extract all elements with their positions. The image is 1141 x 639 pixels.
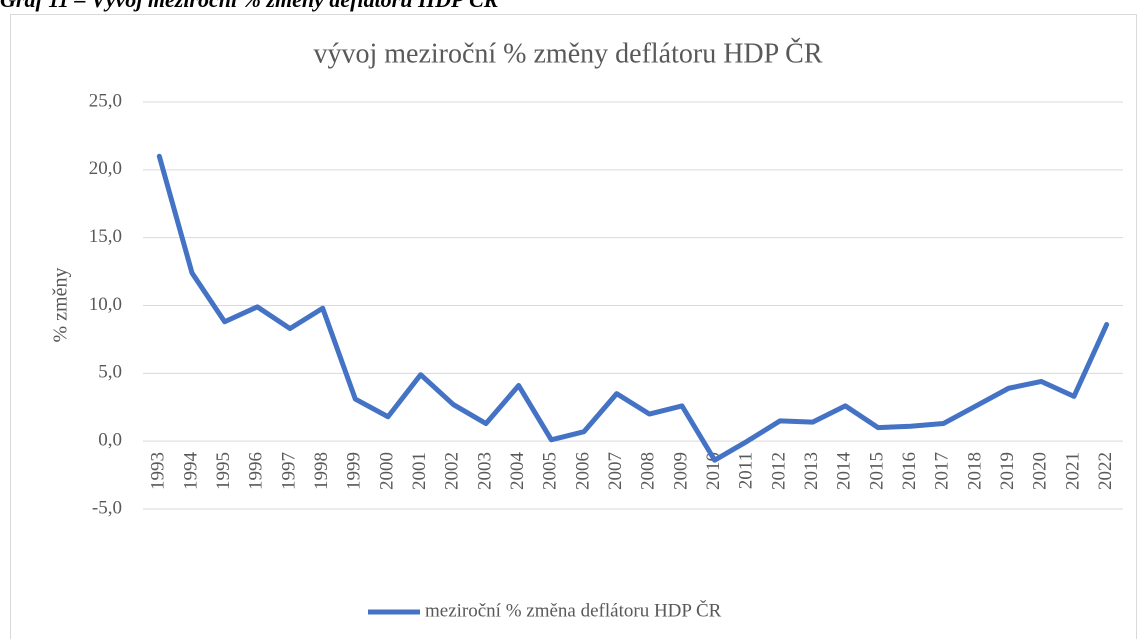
- y-axis-label: % změny: [50, 268, 72, 343]
- x-tick-label: 1998: [311, 452, 332, 490]
- x-tick-label: 2006: [572, 452, 593, 490]
- x-tick-label: 2005: [540, 452, 561, 490]
- x-tick-label: 2014: [834, 452, 855, 491]
- data-line: [156, 153, 1110, 463]
- x-tick-label: 2003: [474, 452, 495, 490]
- x-tick-label: 2017: [932, 452, 953, 490]
- x-tick-label: 2016: [899, 452, 920, 490]
- x-tick-label: 2000: [376, 452, 397, 490]
- x-tick-label: 2001: [409, 452, 430, 490]
- x-tick-label: 1997: [278, 452, 299, 490]
- legend-label: meziroční % změna deflátoru HDP ČR: [425, 599, 722, 621]
- x-tick-label: 2022: [1095, 452, 1116, 490]
- x-tick-label: 1994: [180, 452, 201, 491]
- x-tick-label: 1996: [246, 452, 267, 490]
- y-tick-label: 20,0: [89, 158, 122, 179]
- x-tick-label: 2012: [768, 452, 789, 490]
- x-tick-label: 1999: [344, 452, 365, 490]
- y-tick-label: 15,0: [89, 226, 122, 247]
- x-tick-label: 1995: [213, 452, 234, 490]
- x-tick-label: 2019: [997, 452, 1018, 490]
- y-tick-label: 5,0: [98, 362, 122, 383]
- x-tick-label: 2011: [736, 452, 757, 489]
- x-tick-label: 2013: [801, 452, 822, 490]
- y-tick-label: -5,0: [92, 497, 122, 518]
- x-tick-label: 2021: [1062, 452, 1083, 490]
- caption: Graf 11 – Vývoj meziroční % změny deflát…: [0, 0, 498, 12]
- x-tick-label: 2018: [964, 452, 985, 490]
- x-tick-label: 2008: [638, 452, 659, 490]
- x-tick-label: 2015: [866, 452, 887, 490]
- chart-frame: [10, 14, 1137, 639]
- x-tick-label: 2007: [605, 452, 626, 490]
- y-tick-label: 0,0: [98, 430, 122, 451]
- x-tick-label: 2009: [670, 452, 691, 490]
- x-tick-label: 1993: [148, 452, 169, 490]
- x-tick-label: 2020: [1030, 452, 1051, 490]
- y-tick-label: 10,0: [89, 294, 122, 315]
- y-tick-label: 25,0: [89, 90, 122, 111]
- x-tick-label: 2002: [442, 452, 463, 490]
- chart-title: vývoj meziroční % změny deflátoru HDP ČR: [313, 38, 822, 69]
- x-tick-label: 2010: [703, 452, 724, 490]
- x-tick-label: 2004: [507, 452, 528, 491]
